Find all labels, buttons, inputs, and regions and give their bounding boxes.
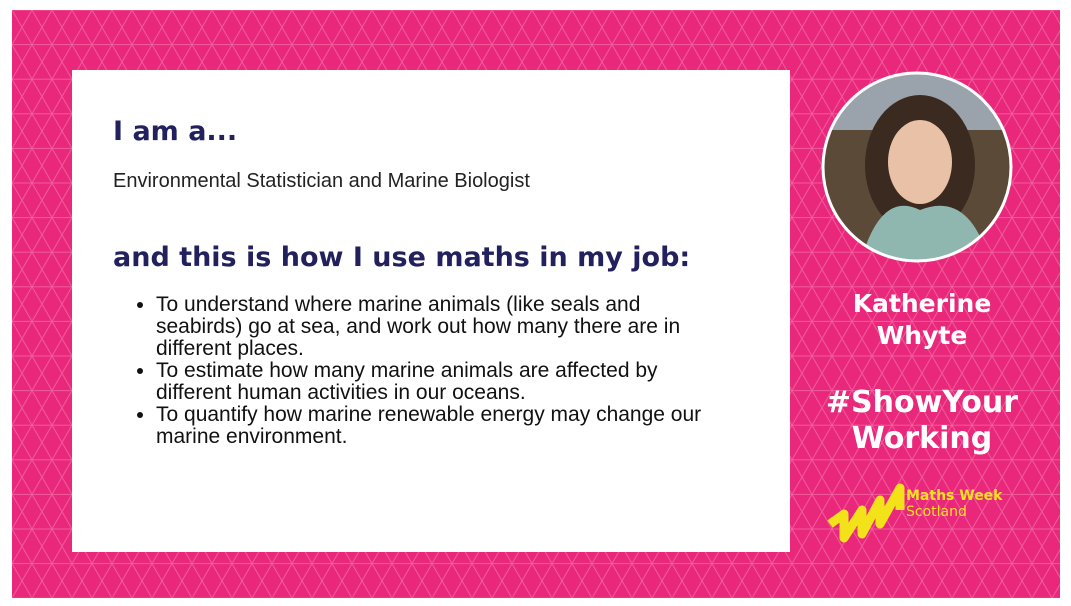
heading: I am a... [113,116,237,147]
role: Environmental Statistician and Marine Bi… [113,170,530,193]
name: Katherine Whyte [832,288,1012,352]
text-card: I am a... Environmental Statistician and… [72,70,790,552]
poster: I am a... Environmental Statistician and… [0,0,1071,606]
profile-photo [820,70,1014,264]
subheading: and this is how I use maths in my job: [113,242,690,273]
logo-mark [826,480,906,554]
bullet: To estimate how many marine animals are … [156,360,716,404]
hashtag-line: Working [800,421,1044,457]
logo-line: Scotland [906,504,1003,520]
logo-line: Maths Week [906,488,1003,504]
bullet: To understand where marine animals (like… [156,294,716,360]
bullet-list: To understand where marine animals (like… [134,294,716,448]
bullet: To quantify how marine renewable energy … [156,404,716,448]
hashtag-line: #ShowYour [800,385,1044,421]
